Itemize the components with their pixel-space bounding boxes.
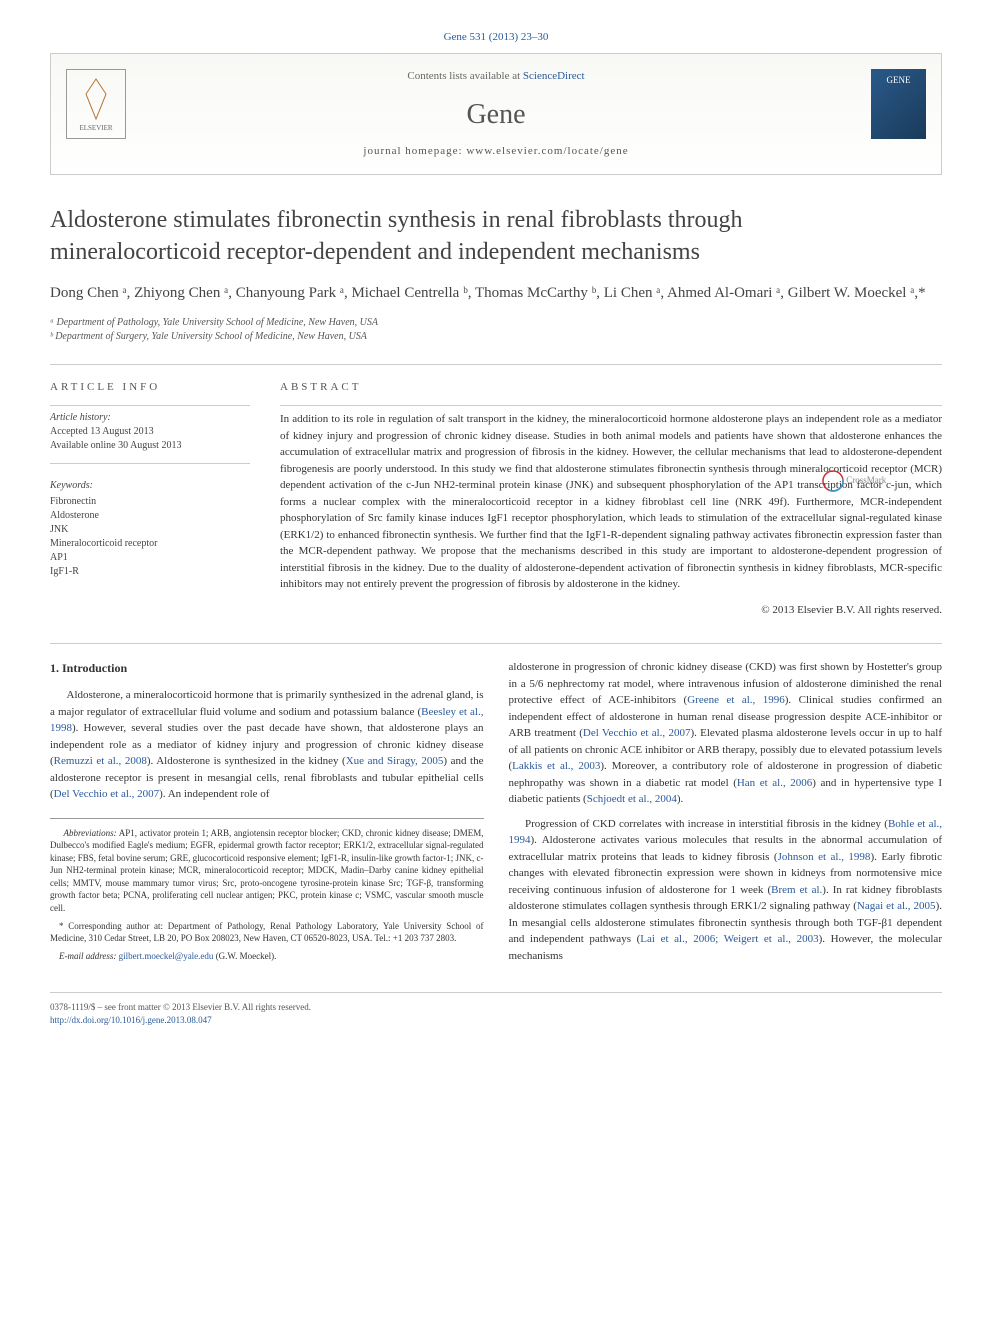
accepted-date: Accepted 13 August 2013	[50, 425, 250, 439]
keyword: Mineralocorticoid receptor	[50, 537, 250, 551]
journal-citation: Gene 531 (2013) 23–30	[50, 30, 942, 45]
footnotes: Abbreviations: AP1, activator protein 1;…	[50, 818, 484, 963]
journal-cover-icon: GENE	[871, 69, 926, 139]
abstract-heading: ABSTRACT	[280, 380, 942, 395]
citation-link[interactable]: Xue and Siragy, 2005	[346, 755, 444, 767]
abstract-text: In addition to its role in regulation of…	[280, 411, 942, 593]
keyword: Aldosterone	[50, 509, 250, 523]
journal-homepage: journal homepage: www.elsevier.com/locat…	[71, 144, 921, 159]
citation-link[interactable]: Brem et al.	[771, 884, 822, 896]
keywords-label: Keywords:	[50, 479, 250, 493]
lists-available: Contents lists available at ScienceDirec…	[71, 69, 921, 84]
article-title: Aldosterone stimulates fibronectin synth…	[50, 205, 830, 267]
keyword: IgF1-R	[50, 565, 250, 579]
keyword: AP1	[50, 551, 250, 565]
authors-list: Dong Chen ᵃ, Zhiyong Chen ᵃ, Chanyoung P…	[50, 283, 942, 304]
body-column-left: 1. Introduction Aldosterone, a mineraloc…	[50, 659, 484, 972]
journal-header: ELSEVIER GENE Contents lists available a…	[50, 53, 942, 175]
sciencedirect-link[interactable]: ScienceDirect	[523, 70, 585, 82]
citation-link[interactable]: Del Vecchio et al., 2007	[54, 788, 160, 800]
abstract-copyright: © 2013 Elsevier B.V. All rights reserved…	[280, 603, 942, 618]
intro-heading: 1. Introduction	[50, 659, 484, 677]
corresponding-author: * Corresponding author at: Department of…	[50, 920, 484, 945]
history-label: Article history:	[50, 411, 250, 425]
online-date: Available online 30 August 2013	[50, 439, 250, 453]
citation-link[interactable]: Han et al., 2006	[737, 777, 812, 789]
citation-link[interactable]: Schjoedt et al., 2004	[587, 793, 677, 805]
citation-link[interactable]: Gene 531 (2013) 23–30	[444, 31, 549, 43]
citation-link[interactable]: Remuzzi et al., 2008	[54, 755, 147, 767]
keyword: Fibronectin	[50, 495, 250, 509]
citation-link[interactable]: Del Vecchio et al., 2007	[583, 727, 691, 739]
issn-line: 0378-1119/$ – see front matter © 2013 El…	[50, 1001, 942, 1014]
homepage-url[interactable]: www.elsevier.com/locate/gene	[466, 145, 628, 157]
article-history: Article history: Accepted 13 August 2013…	[50, 411, 250, 453]
citation-link[interactable]: Lai et al., 2006; Weigert et al., 2003	[640, 933, 818, 945]
intro-para-2: aldosterone in progression of chronic ki…	[509, 659, 943, 808]
intro-para-1: Aldosterone, a mineralocorticoid hormone…	[50, 687, 484, 803]
citation-link[interactable]: Greene et al., 1996	[687, 694, 785, 706]
divider	[50, 364, 942, 365]
citation-link[interactable]: Lakkis et al., 2003	[512, 760, 600, 772]
crossmark-badge[interactable]: CrossMark	[822, 470, 892, 500]
affiliation-b: ᵇ Department of Surgery, Yale University…	[50, 330, 942, 344]
email-link[interactable]: gilbert.moeckel@yale.edu	[119, 951, 214, 961]
abbreviations: Abbreviations: AP1, activator protein 1;…	[50, 827, 484, 915]
email-line: E-mail address: gilbert.moeckel@yale.edu…	[50, 950, 484, 963]
keywords-block: Keywords: Fibronectin Aldosterone JNK Mi…	[50, 479, 250, 579]
svg-text:ELSEVIER: ELSEVIER	[79, 124, 112, 132]
affiliations: ᵃ Department of Pathology, Yale Universi…	[50, 316, 942, 344]
page-footer: 0378-1119/$ – see front matter © 2013 El…	[50, 992, 942, 1026]
citation-link[interactable]: Nagai et al., 2005	[857, 900, 936, 912]
keyword: JNK	[50, 523, 250, 537]
elsevier-logo: ELSEVIER	[66, 69, 126, 139]
affiliation-a: ᵃ Department of Pathology, Yale Universi…	[50, 316, 942, 330]
doi-link[interactable]: http://dx.doi.org/10.1016/j.gene.2013.08…	[50, 1015, 212, 1025]
intro-para-3: Progression of CKD correlates with incre…	[509, 816, 943, 965]
body-column-right: aldosterone in progression of chronic ki…	[509, 659, 943, 972]
article-info-heading: ARTICLE INFO	[50, 380, 250, 395]
journal-name: Gene	[71, 95, 921, 134]
citation-link[interactable]: Johnson et al., 1998	[778, 851, 871, 863]
